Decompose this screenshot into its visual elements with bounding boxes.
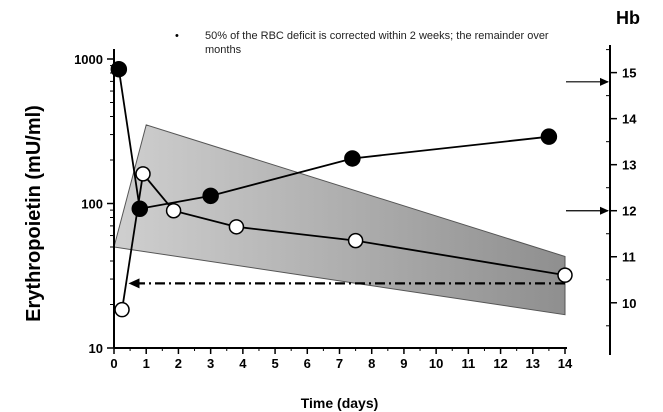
data-point [135, 166, 151, 182]
data-point [344, 150, 361, 167]
data-point [114, 301, 130, 318]
x-tick-label: 11 [461, 356, 475, 371]
x-tick-label: 0 [110, 356, 117, 371]
dashed-arrow-head [128, 278, 140, 289]
annotation-text: 50% of the RBC deficit is corrected with… [205, 30, 549, 56]
annotation-bullet: • [175, 30, 179, 42]
y2-axis-label: Hb [616, 8, 640, 28]
y-tick-label: 10 [89, 341, 103, 356]
y2-tick-label: 12 [622, 204, 636, 219]
y-tick-label: 1000 [74, 52, 103, 67]
y-tick-label: 100 [81, 197, 103, 212]
y2-tick-label: 13 [622, 158, 636, 173]
data-point [228, 219, 245, 235]
x-axis-label: Time (days) [301, 395, 379, 411]
y2-tick-label: 14 [622, 112, 637, 127]
x-tick-label: 1 [143, 356, 150, 371]
data-point [347, 232, 364, 249]
x-tick-label: 5 [271, 356, 278, 371]
x-tick-label: 4 [239, 356, 247, 371]
y2-tick-label: 11 [622, 250, 636, 265]
shaded-band [113, 124, 566, 316]
x-tick-label: 14 [558, 356, 573, 371]
x-tick-label: 13 [526, 356, 540, 371]
x-tick-label: 10 [429, 356, 443, 371]
hb-arrow-head [600, 206, 609, 215]
x-tick-label: 6 [304, 356, 311, 371]
data-point [165, 202, 182, 219]
data-point [131, 200, 149, 217]
data-point [540, 128, 558, 145]
y2-tick-label: 15 [622, 66, 636, 81]
data-point [557, 267, 573, 283]
data-point [202, 187, 219, 205]
hb-arrow-head [600, 77, 609, 86]
series-line-2 [121, 171, 566, 310]
x-tick-label: 2 [175, 356, 182, 371]
x-tick-label: 7 [336, 356, 343, 371]
x-tick-label: 3 [207, 356, 214, 371]
x-tick-label: 9 [400, 356, 407, 371]
y2-tick-label: 10 [622, 296, 636, 311]
x-tick-label: 8 [368, 356, 375, 371]
y-axis-label: Erythropoietin (mU/ml) [23, 105, 45, 322]
data-point [110, 60, 128, 78]
x-tick-label: 12 [493, 356, 507, 371]
